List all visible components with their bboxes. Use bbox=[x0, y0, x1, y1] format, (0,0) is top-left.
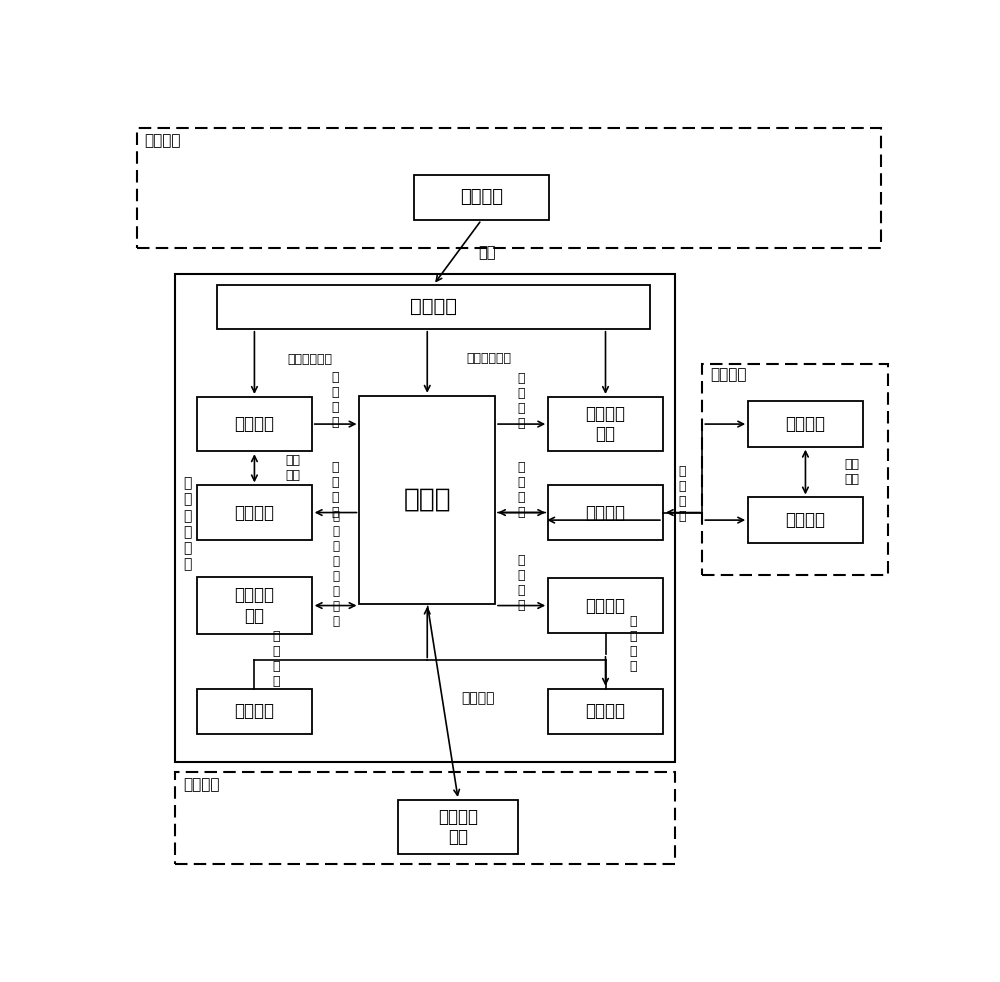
Text: 通
讯
信
号: 通 讯 信 号 bbox=[518, 461, 525, 518]
Text: 通
讯
信
号: 通 讯 信 号 bbox=[679, 464, 686, 522]
Text: 接近开关: 接近开关 bbox=[586, 702, 626, 721]
Text: 外部设备: 外部设备 bbox=[144, 133, 181, 148]
Bar bbox=[548, 485, 663, 540]
Text: 智
能
门
锁
系
统: 智 能 门 锁 系 统 bbox=[183, 476, 192, 572]
Text: 外部电源: 外部电源 bbox=[460, 189, 503, 206]
Text: 摄像单元: 摄像单元 bbox=[234, 504, 274, 521]
Bar bbox=[197, 688, 312, 735]
Bar bbox=[548, 578, 663, 632]
Text: 供电单元: 供电单元 bbox=[410, 298, 457, 316]
Text: 向各单元供电: 向各单元供电 bbox=[467, 352, 512, 365]
Text: 通讯
信号: 通讯 信号 bbox=[844, 458, 859, 486]
Text: 语音提示
单元: 语音提示 单元 bbox=[586, 405, 626, 444]
Text: 供电: 供电 bbox=[478, 245, 496, 260]
Bar bbox=[748, 402, 863, 447]
Text: 控
制
命
令: 控 制 命 令 bbox=[332, 461, 339, 518]
Bar bbox=[217, 285, 650, 329]
Bar bbox=[197, 485, 312, 540]
Text: 数据
存储: 数据 存储 bbox=[286, 455, 301, 482]
Bar bbox=[548, 397, 663, 452]
Text: 反
馈
信
号: 反 馈 信 号 bbox=[272, 630, 280, 688]
Text: 身
份
识
别
反
馈
信
号: 身 份 识 别 反 馈 信 号 bbox=[332, 511, 339, 628]
Bar bbox=[175, 274, 675, 762]
Text: 控
制
命
令: 控 制 命 令 bbox=[518, 372, 525, 430]
Bar bbox=[175, 772, 675, 864]
Text: 身份识别
系统: 身份识别 系统 bbox=[234, 586, 274, 625]
Text: 数
据
读
取: 数 据 读 取 bbox=[332, 371, 339, 429]
Bar bbox=[197, 397, 312, 452]
Bar bbox=[197, 577, 312, 634]
Bar bbox=[398, 800, 518, 854]
Bar bbox=[548, 688, 663, 735]
Text: 控制器: 控制器 bbox=[403, 487, 451, 513]
Bar bbox=[702, 363, 888, 575]
Text: 行程开关: 行程开关 bbox=[234, 702, 274, 721]
Text: 控制信号: 控制信号 bbox=[461, 691, 494, 705]
Bar bbox=[137, 129, 881, 247]
Text: 外部设备: 外部设备 bbox=[183, 777, 220, 792]
Text: 反
馈
信
号: 反 馈 信 号 bbox=[629, 615, 636, 673]
Text: 外部设备: 外部设备 bbox=[710, 367, 747, 382]
Text: 主控系统: 主控系统 bbox=[785, 511, 825, 529]
Text: 向各单元供电: 向各单元供电 bbox=[288, 353, 333, 365]
Text: 通讯单元: 通讯单元 bbox=[586, 504, 626, 521]
Text: 存储单元: 存储单元 bbox=[234, 415, 274, 433]
Bar bbox=[359, 396, 495, 604]
Text: 门锁本体: 门锁本体 bbox=[586, 596, 626, 615]
Text: 机组主断
路器: 机组主断 路器 bbox=[438, 808, 478, 846]
Text: 控
制
命
令: 控 制 命 令 bbox=[518, 554, 525, 612]
Bar bbox=[414, 175, 549, 220]
Text: 中控系统: 中控系统 bbox=[785, 415, 825, 433]
Bar bbox=[748, 498, 863, 543]
